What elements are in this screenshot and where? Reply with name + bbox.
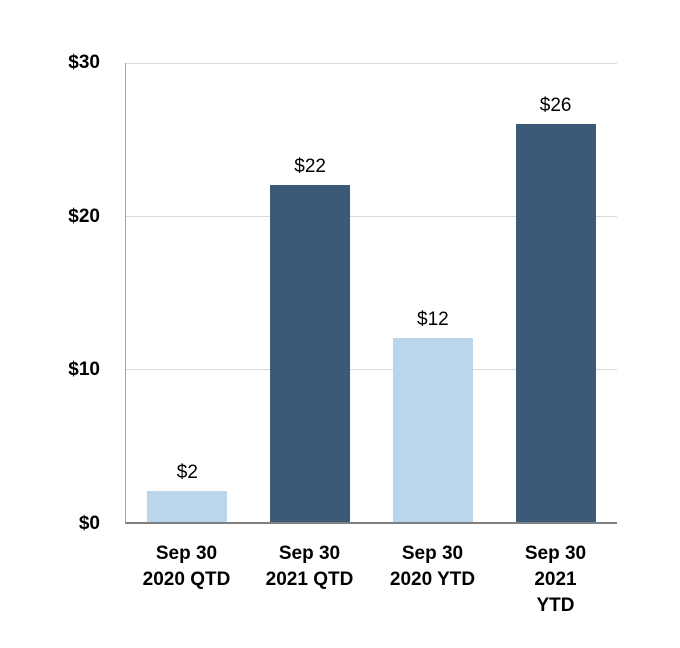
x-tick-label: Sep 30 2020 YTD (389, 543, 476, 590)
y-tick-label: $20 (68, 205, 100, 227)
y-tick-label: $10 (68, 359, 100, 381)
y-axis-labels: $0 $10 $20 $30 (0, 52, 100, 534)
y-tick-label: $0 (78, 513, 100, 534)
gridline (126, 215, 617, 217)
gridline (126, 368, 617, 370)
plot-area: $2 $22 $12 $26 (125, 63, 617, 524)
x-tick-label: Sep 30 2021 YTD (524, 543, 587, 616)
x-tick-label: Sep 30 2021 QTD (265, 543, 354, 590)
bar-4 (515, 124, 596, 522)
y-tick-label: $30 (68, 52, 100, 73)
bar-3 (392, 338, 473, 522)
gridline (126, 63, 617, 64)
bar-value-label: $22 (294, 156, 326, 178)
x-tick-label: Sep 30 2020 QTD (142, 543, 231, 590)
bar-1 (147, 491, 228, 522)
bar-value-label: $26 (539, 95, 572, 117)
bar-2 (270, 185, 351, 522)
bar-value-label: $12 (417, 309, 449, 331)
x-axis-labels: Sep 30 2020 QTD Sep 30 2021 QTD Sep 30 202… (125, 541, 617, 616)
bar-value-label: $2 (176, 462, 198, 484)
